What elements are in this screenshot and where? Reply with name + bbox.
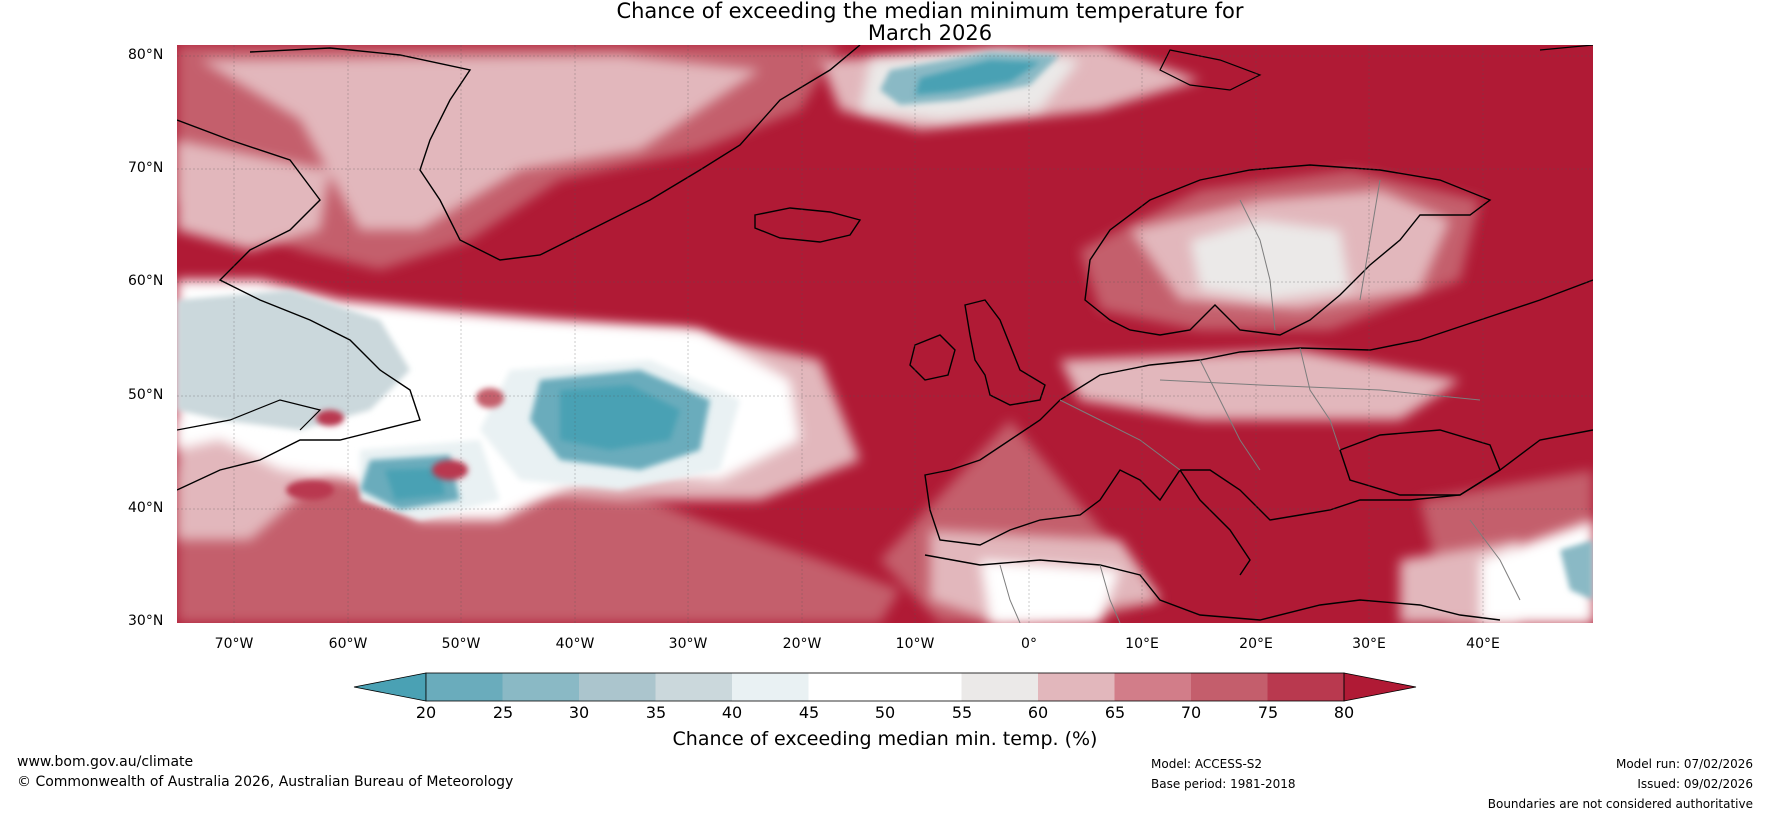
coastline-italy xyxy=(1179,469,1251,576)
coastline-north-africa xyxy=(924,554,1501,621)
colorbar-tick: 30 xyxy=(568,703,590,722)
colorbar-tick: 40 xyxy=(721,703,743,722)
disclaimer-text: Boundaries are not considered authoritat… xyxy=(1487,797,1753,811)
coastline-scandinavia xyxy=(1084,164,1492,336)
lat-label-60n: 60°N xyxy=(128,273,164,289)
issued-text: Issued: 09/02/2026 xyxy=(1637,777,1753,791)
colorbar-tick: 55 xyxy=(951,703,973,722)
chart-title-line2: March 2026 xyxy=(867,21,993,45)
lon-label-60w: 60°W xyxy=(328,636,368,652)
lon-label-30w: 30°W xyxy=(668,636,708,652)
colorbar-tick: 35 xyxy=(645,703,667,722)
colorbar-segment xyxy=(502,673,579,701)
chart-title-line1: Chance of exceeding the median minimum t… xyxy=(616,0,1244,23)
lon-label-20e: 20°E xyxy=(1239,636,1273,652)
colorbar-segment xyxy=(655,673,732,701)
colorbar-tick: 50 xyxy=(874,703,896,722)
coastline-ireland xyxy=(909,334,956,381)
colorbar-label: Chance of exceeding median min. temp. (%… xyxy=(672,728,1098,750)
lon-label-40w: 40°W xyxy=(555,636,595,652)
colorbar-tick: 20 xyxy=(415,703,437,722)
base-period-text: Base period: 1981-2018 xyxy=(1151,777,1296,791)
website-link[interactable]: www.bom.gov.au/climate xyxy=(17,754,194,770)
colorbar-tick: 70 xyxy=(1180,703,1202,722)
colorbar-tick: 45 xyxy=(798,703,820,722)
colorbar-tick: 80 xyxy=(1333,703,1355,722)
colorbar-segment xyxy=(579,673,656,701)
lon-label-30e: 30°E xyxy=(1352,636,1386,652)
lat-label-40n: 40°N xyxy=(128,500,164,516)
lon-label-40e: 40°E xyxy=(1466,636,1500,652)
colorbar-outline xyxy=(425,672,1345,702)
colorbar-tick: 75 xyxy=(1257,703,1279,722)
colorbar-segment xyxy=(732,673,809,701)
coastline-greenland xyxy=(249,45,861,261)
colorbar-segment xyxy=(961,673,1038,701)
colorbar-segment xyxy=(1267,673,1344,701)
colorbar-segment xyxy=(426,673,503,701)
model-run-text: Model run: 07/02/2026 xyxy=(1615,757,1753,771)
probability-map xyxy=(177,45,1593,623)
colorbar-segment xyxy=(808,673,885,701)
lat-label-30n: 30°N xyxy=(128,613,164,629)
lat-label-80n: 80°N xyxy=(128,47,164,63)
colorbar-segment xyxy=(1114,673,1191,701)
copyright-text: © Commonwealth of Australia 2026, Austra… xyxy=(17,774,514,790)
lon-label-20w: 20°W xyxy=(782,636,822,652)
colorbar-segment xyxy=(885,673,962,701)
lon-label-70w: 70°W xyxy=(214,636,254,652)
model-text: Model: ACCESS-S2 xyxy=(1151,757,1263,771)
coastline-labrador xyxy=(177,119,421,491)
colorbar-tick: 65 xyxy=(1104,703,1126,722)
lon-label-10e: 10°E xyxy=(1125,636,1159,652)
colorbar-segment xyxy=(1038,673,1115,701)
lat-label-50n: 50°N xyxy=(128,387,164,403)
coastline-black-sea xyxy=(1339,429,1501,496)
colorbar-extend-low xyxy=(353,672,427,702)
coastline-iceland xyxy=(754,207,862,243)
lon-label-50w: 50°W xyxy=(441,636,481,652)
colorbar-extend-high xyxy=(1343,672,1417,702)
lat-label-70n: 70°N xyxy=(128,160,164,176)
lon-label-0: 0° xyxy=(1021,636,1037,652)
lon-label-10w: 10°W xyxy=(895,636,935,652)
colorbar-segment xyxy=(1191,673,1268,701)
colorbar-tick: 25 xyxy=(492,703,514,722)
coastline-europe xyxy=(924,279,1593,546)
coastline-great-britain xyxy=(964,299,1046,406)
colorbar-tick: 60 xyxy=(1027,703,1049,722)
